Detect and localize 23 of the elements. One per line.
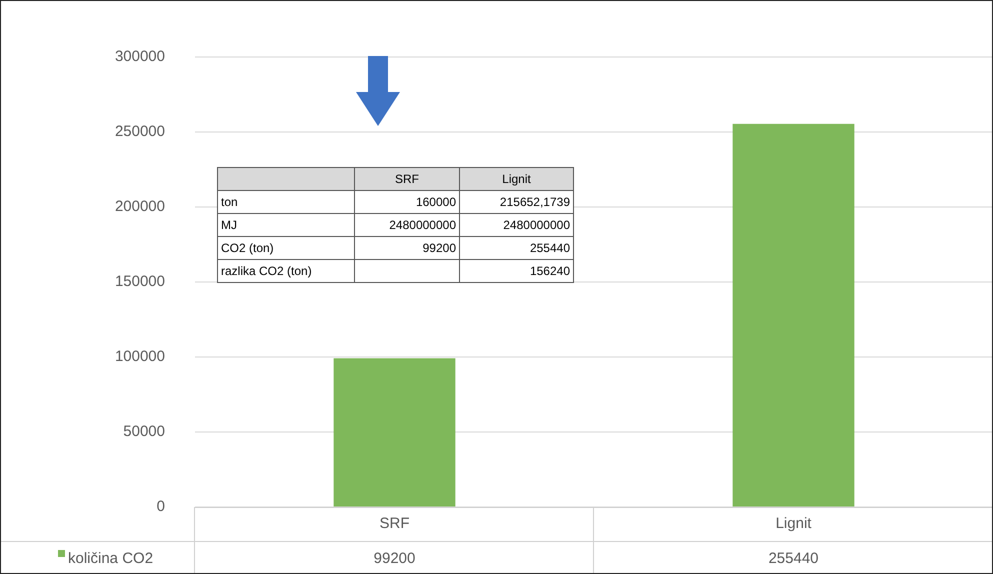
annotation: 99200 [354,236,460,260]
annotation: ton [218,190,354,214]
y-tick-label: 250000 [114,123,165,140]
y-tick-label: 300000 [114,48,165,66]
annotation: 156240 [460,260,574,282]
data-label: 255440 [768,550,819,568]
y-tick-label: 0 [156,498,165,516]
annotation: 255440 [460,236,574,260]
y-tick-label: 100000 [114,348,165,366]
annotation: 2480000000 [354,214,460,236]
y-tick-label: 200000 [114,198,165,216]
legend-label: količina CO2 [68,550,154,568]
annotation: razlika CO2 (ton) [218,260,354,282]
y-tick-label: 50000 [123,423,165,440]
annotation: CO2 (ton) [218,236,354,260]
annotation: SRF [354,168,460,190]
annotation: Lignit [460,168,574,190]
annotation: 2480000000 [460,214,574,236]
annotation: 160000 [354,190,460,214]
annotation: 215652,1739 [460,190,574,214]
data-label: 99200 [374,550,416,568]
annotation: MJ [218,214,354,236]
y-tick-label: 150000 [114,273,165,290]
